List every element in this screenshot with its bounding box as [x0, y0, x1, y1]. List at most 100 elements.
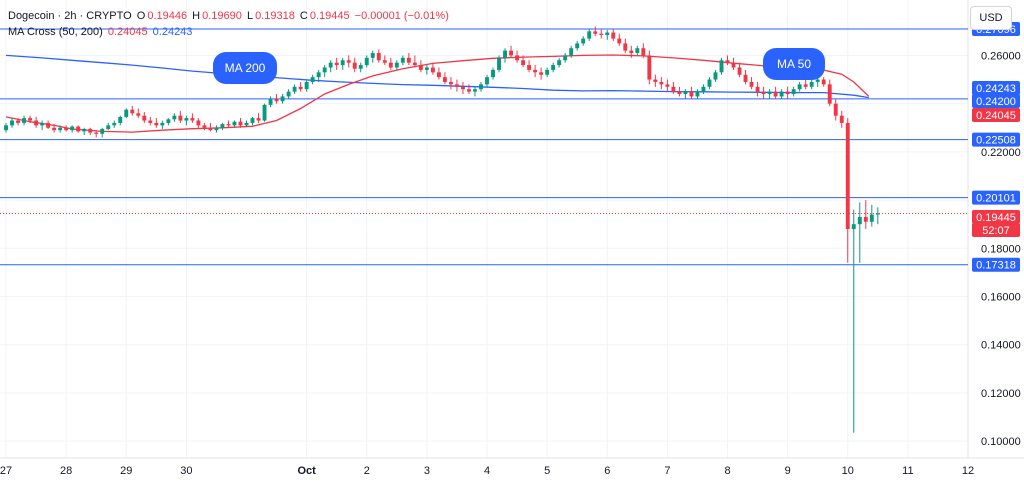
time-tick-label: 29: [120, 465, 132, 477]
candle-body: [106, 125, 111, 129]
candle-body: [118, 116, 123, 123]
candle-body: [82, 128, 87, 132]
candle-body: [515, 55, 520, 61]
candle-body: [430, 67, 435, 73]
candle-body: [593, 31, 598, 34]
ma50-annotation[interactable]: [763, 48, 825, 80]
candle-body: [569, 48, 574, 56]
candle-body: [58, 127, 63, 131]
candle-body: [683, 91, 688, 95]
candle-body: [755, 86, 760, 92]
candle-body: [713, 72, 718, 80]
candle-body: [827, 84, 832, 104]
candle-body: [695, 91, 700, 97]
candle-body: [857, 216, 862, 225]
candle-body: [238, 121, 243, 126]
candle-body: [190, 118, 195, 121]
price-tag-label: 0.24243: [976, 83, 1016, 95]
candle-body: [388, 62, 393, 68]
candle-body: [689, 91, 694, 97]
candle-body: [10, 120, 14, 126]
price-tick-label: 0.26000: [981, 50, 1021, 62]
candle-body: [617, 38, 622, 44]
candle-body: [797, 84, 802, 90]
candle-body: [166, 119, 171, 123]
ohlc-row: Dogecoin · 2h · CRYPTO O 0.19446 H 0.19690…: [8, 8, 451, 24]
price-tick-label: 0.10000: [981, 436, 1021, 448]
indicator-label[interactable]: MA Cross (50, 200): [8, 26, 103, 38]
candle-body: [88, 128, 93, 133]
candle-body: [767, 91, 772, 95]
time-tick-label: 10: [842, 465, 854, 477]
candle-body: [136, 113, 141, 116]
price-tag: [972, 210, 1020, 224]
price-tick-label: 0.12000: [981, 388, 1021, 400]
candle-body: [406, 57, 411, 63]
candle-body: [286, 91, 291, 97]
candle-body: [154, 122, 159, 126]
candle-body: [461, 86, 465, 90]
candle-body: [545, 69, 550, 75]
candle-body: [394, 62, 399, 68]
candle-body: [52, 127, 57, 131]
indicator-row: MA Cross (50, 200) 0.24045 0.24243: [8, 24, 451, 40]
candle-body: [863, 216, 868, 222]
candle-body: [4, 125, 8, 131]
candle-body: [40, 122, 45, 126]
candle-body: [442, 77, 447, 82]
candle-body: [641, 48, 646, 56]
price-tag-label: 0.19445: [976, 212, 1016, 224]
candle-body: [479, 84, 483, 90]
candle-body: [160, 122, 165, 126]
time-tick-label: 3: [424, 465, 430, 477]
time-tick-label: 30: [180, 465, 192, 477]
candle-body: [581, 38, 586, 44]
candle-body: [256, 118, 261, 121]
time-tick-label: 9: [785, 465, 791, 477]
high-value: 0.19690: [202, 10, 242, 22]
time-tick-label: 4: [484, 465, 490, 477]
candle-body: [725, 60, 730, 63]
candle-body: [268, 98, 273, 105]
candle-body: [244, 122, 249, 126]
price-tag: [972, 94, 1020, 108]
ma200-annotation[interactable]: [213, 52, 277, 84]
candle-body: [623, 43, 628, 51]
candle-body: [761, 91, 766, 95]
candle-body: [737, 67, 742, 75]
time-tick-label: 11: [902, 465, 913, 477]
candle-body: [557, 60, 562, 66]
candle-body: [707, 79, 712, 87]
currency-button[interactable]: USD: [970, 6, 1012, 30]
candle-body: [316, 72, 321, 78]
candle-body: [773, 91, 778, 97]
candle-body: [653, 79, 658, 82]
candle-body: [629, 50, 634, 54]
candle-body: [364, 57, 369, 66]
candle-body: [172, 115, 177, 120]
price-tag-label: 0.22508: [976, 135, 1016, 147]
candle-body: [370, 53, 375, 58]
ma200-value: 0.24243: [152, 26, 193, 38]
candle-body: [400, 57, 405, 63]
candle-body: [202, 125, 207, 128]
price-tag: [972, 257, 1020, 272]
time-tick-label: 2: [364, 465, 370, 477]
candle-body: [382, 60, 387, 63]
candle-body: [304, 81, 309, 90]
candle-body: [845, 122, 850, 229]
candle-body: [280, 96, 285, 102]
candle-body: [424, 67, 429, 70]
price-tick-label: 0.22000: [981, 147, 1021, 159]
time-tick-label: 28: [60, 465, 72, 477]
time-tick-label: 8: [724, 465, 730, 477]
candle-body: [376, 53, 381, 61]
annotation-label: MA 50: [777, 57, 811, 71]
candle-body: [497, 57, 501, 70]
candle-body: [527, 65, 532, 70]
close-value: 0.19445: [309, 10, 350, 22]
candle-body: [100, 128, 105, 134]
symbol-label[interactable]: Dogecoin · 2h · CRYPTO: [8, 10, 132, 22]
candle-body: [412, 62, 417, 66]
